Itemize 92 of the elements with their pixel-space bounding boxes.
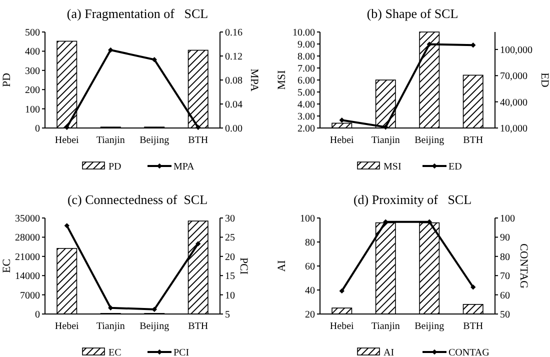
y2-tick-label: 70,000	[500, 71, 528, 82]
y2-axis-title: ED	[538, 72, 550, 88]
point	[339, 118, 344, 123]
y-tick-label: 5.00	[298, 88, 315, 98]
y-tick-label: 0	[35, 310, 40, 320]
y-tick-label: 200	[25, 85, 40, 96]
x-tick-label: Tianjin	[96, 321, 125, 332]
y2-tick-label: 40,000	[500, 97, 528, 108]
y-axis-title: EC	[1, 258, 13, 274]
y2-axis-title: CONTAG	[518, 244, 530, 289]
y-tick-label: 7.00	[298, 64, 315, 74]
x-tick-label: Tianjin	[371, 321, 400, 332]
legend-label: PCI	[174, 348, 190, 357]
y2-tick-label: 90	[500, 232, 510, 244]
y-tick-label: 8.00	[298, 52, 315, 62]
y2-tick-label: 10	[225, 290, 235, 302]
y2-tick-label: 80	[500, 252, 510, 263]
y2-tick-label: 100	[500, 214, 515, 224]
y-tick-label: 9.00	[298, 40, 315, 50]
legend-label: CONTAG	[448, 348, 490, 357]
y2-tick-label: 0.04	[225, 100, 242, 110]
y2-axis-title: MPA	[248, 68, 260, 92]
point	[196, 241, 201, 246]
x-tick-label: Beijing	[414, 321, 444, 332]
point	[470, 284, 476, 290]
x-tick-label: Beijing	[414, 135, 444, 146]
y2-tick-label: 0.08	[225, 76, 242, 86]
y2-tick-label: 0.12	[225, 52, 242, 62]
y-tick-label: 80	[305, 238, 315, 248]
y-tick-label: 3.00	[298, 112, 315, 122]
y-tick-label: 10.00	[292, 28, 315, 38]
y2-tick-label: 25	[225, 232, 235, 244]
x-tick-label: BTH	[463, 135, 484, 146]
y2-tick-label: 60	[500, 290, 510, 302]
y-tick-label: 4.00	[298, 100, 315, 110]
legend-label: MSI	[384, 162, 402, 172]
y-tick-label: 60	[305, 262, 315, 272]
x-tick-label: Hebei	[54, 135, 80, 146]
x-tick-label: Beijing	[140, 135, 170, 146]
y-axis-title: AI	[276, 260, 288, 272]
legend-label: EC	[108, 348, 122, 357]
y2-tick-label: 50	[500, 310, 510, 320]
y-tick-label: 35000	[15, 214, 40, 224]
legend-label: AI	[384, 348, 394, 357]
point	[64, 223, 70, 228]
y-tick-label: 400	[25, 46, 40, 58]
y-tick-label: 300	[25, 66, 40, 77]
y2-tick-label: 0.16	[225, 28, 242, 38]
y-tick-label: 100	[25, 104, 40, 116]
y-tick-label: 7000	[20, 290, 40, 302]
legend-label: MPA	[174, 162, 196, 172]
y2-tick-label: 20	[225, 252, 235, 263]
y2-tick-label: 10,000	[500, 124, 528, 134]
y-tick-label: 100	[300, 214, 315, 224]
y2-tick-label: 100,000	[500, 44, 532, 56]
y2-axis-title: PCI	[237, 257, 250, 275]
y2-tick-label: 30	[225, 214, 235, 224]
y-tick-label: 6.00	[298, 76, 315, 86]
y2-tick-label: 70	[500, 271, 510, 282]
y-tick-label: 28000	[15, 232, 40, 244]
chart-title: (b) Shape of SCL	[366, 6, 458, 21]
chart-title: (a) Fragmentation of SCL	[66, 6, 208, 21]
y-tick-label: 0	[35, 124, 40, 134]
x-tick-label: BTH	[188, 135, 208, 146]
point	[108, 47, 114, 53]
x-tick-label: BTH	[188, 321, 208, 332]
x-tick-label: Beijing	[140, 321, 170, 332]
chart-title: (c) Connectedness of SCL	[67, 192, 208, 207]
point	[339, 288, 344, 294]
x-tick-label: Hebei	[330, 135, 354, 146]
y-tick-label: 500	[25, 28, 40, 38]
y-tick-label: 14000	[15, 271, 40, 282]
y2-tick-label: 5	[225, 310, 230, 320]
y-tick-label: 21000	[15, 252, 40, 263]
y-tick-label: 2.00	[298, 124, 315, 134]
x-tick-label: Tianjin	[96, 135, 125, 146]
y-tick-label: 40	[305, 286, 315, 296]
y2-tick-label: 0.00	[225, 124, 242, 134]
y-axis-title: PD	[1, 72, 13, 88]
x-tick-label: Hebei	[54, 321, 80, 332]
x-tick-label: Tianjin	[371, 135, 400, 146]
point	[426, 42, 432, 47]
y-tick-label: 20	[305, 310, 315, 320]
legend-label: ED	[448, 162, 462, 172]
point	[152, 57, 157, 62]
y2-tick-label: 15	[225, 271, 235, 282]
x-tick-label: Hebei	[330, 321, 354, 332]
y-axis-title: MSI	[276, 70, 288, 90]
chart-title: (d) Proximity of SCL	[353, 192, 472, 207]
legend-label: PD	[108, 162, 122, 172]
x-tick-label: BTH	[463, 321, 484, 332]
point	[470, 42, 476, 48]
